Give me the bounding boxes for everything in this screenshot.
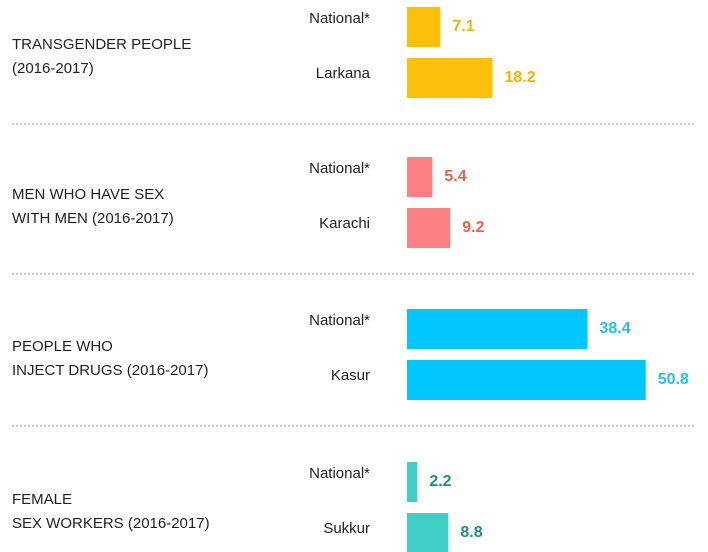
bar [407, 309, 588, 349]
bar [407, 513, 449, 552]
category-label: Kasur [331, 367, 370, 384]
bar [407, 462, 418, 502]
category-label: Sukkur [323, 520, 370, 537]
bar [407, 7, 441, 47]
group-label: (2016-2017) [12, 60, 94, 77]
value-label: 38.4 [599, 320, 630, 337]
category-label: Larkana [316, 65, 371, 82]
group-label: TRANSGENDER PEOPLE [12, 36, 191, 53]
group-label: INJECT DRUGS (2016-2017) [12, 362, 208, 379]
bar [407, 208, 451, 248]
group-label: SEX WORKERS (2016-2017) [12, 515, 210, 532]
group-label: WITH MEN (2016-2017) [12, 210, 174, 227]
value-label: 50.8 [658, 371, 689, 388]
group-label: PEOPLE WHO [12, 338, 113, 355]
value-label: 9.2 [462, 219, 484, 236]
value-label: 8.8 [460, 524, 482, 541]
bar [407, 157, 433, 197]
bar [407, 360, 646, 400]
group-label: MEN WHO HAVE SEX [12, 186, 164, 203]
category-label: National* [309, 160, 370, 177]
value-label: 2.2 [429, 473, 451, 490]
category-label: National* [309, 10, 370, 27]
bar [407, 58, 493, 98]
category-label: Karachi [319, 215, 370, 232]
category-label: National* [309, 465, 370, 482]
value-label: 5.4 [444, 168, 466, 185]
group-label: FEMALE [12, 491, 72, 508]
value-label: 18.2 [505, 69, 536, 86]
value-label: 7.1 [452, 18, 474, 35]
category-label: National* [309, 312, 370, 329]
